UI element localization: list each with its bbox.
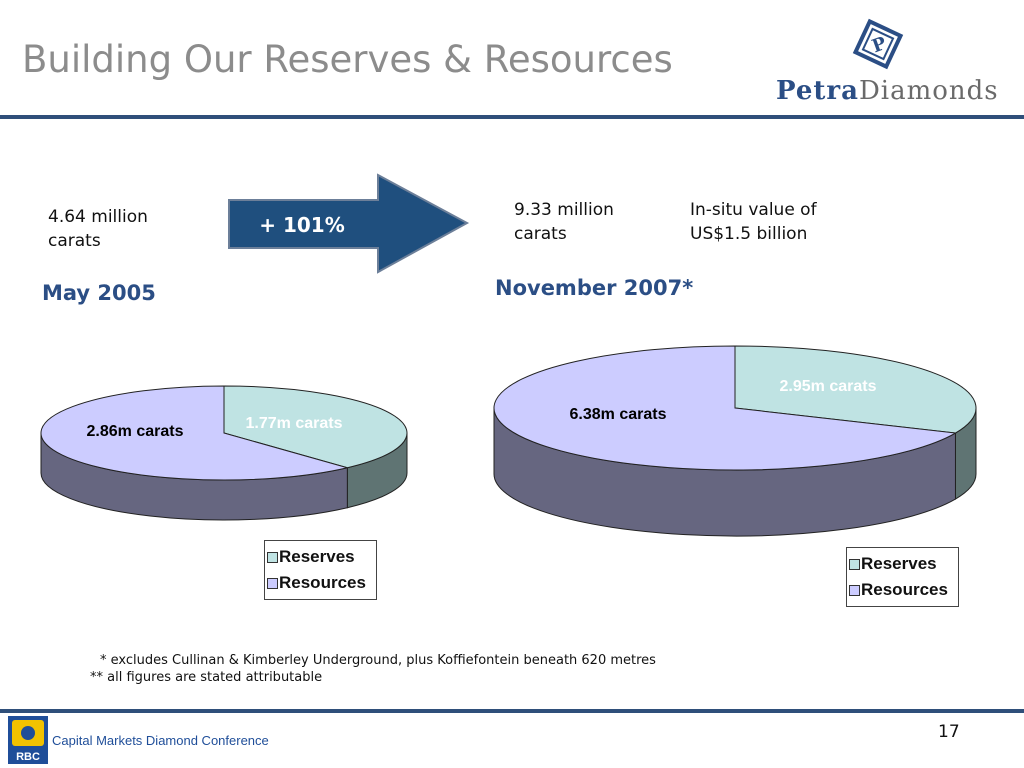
- logo-wordmark-diamonds: Diamonds: [858, 76, 999, 106]
- conference-name: Capital Markets Diamond Conference: [52, 733, 269, 748]
- rbc-logo: RBC: [8, 716, 48, 764]
- footnote-exclusions: * excludes Cullinan & Kimberley Undergro…: [100, 653, 656, 668]
- legend-item-resources: Resources: [267, 570, 366, 596]
- slice-side-resources: [493, 407, 956, 537]
- legend-may-2005: Reserves Resources: [264, 540, 377, 600]
- diamond-logo-icon: P: [852, 18, 904, 70]
- in-situ-value-note: In-situ value of US$1.5 billion: [690, 200, 817, 244]
- growth-label: + 101%: [259, 213, 345, 237]
- slice-resources: [40, 385, 348, 481]
- legend-item-reserves: Reserves: [849, 551, 948, 577]
- legend-swatch-reserves: [849, 559, 860, 570]
- company-logo: P PetraDiamonds: [770, 12, 1010, 108]
- legend-item-reserves: Reserves: [267, 544, 366, 570]
- data-label-reserves: 2.95m carats: [780, 378, 877, 395]
- legend-label: Reserves: [279, 547, 355, 566]
- legend-item-resources: Resources: [849, 577, 948, 603]
- page-number: 17: [938, 722, 960, 742]
- slice-resources: [493, 345, 958, 471]
- may-2005-title: May 2005: [42, 281, 156, 305]
- legend-swatch-resources: [267, 578, 278, 589]
- slice-side-reserves: [954, 407, 977, 500]
- pie-may-2005: 1.77m carats 2.86m carats: [40, 385, 408, 521]
- data-label-resources: 6.38m carats: [570, 406, 667, 423]
- data-label-reserves: 1.77m carats: [246, 415, 343, 432]
- data-label-resources: 2.86m carats: [87, 423, 184, 440]
- logo-wordmark-petra: Petra: [776, 76, 859, 106]
- pie-nov-2007: 2.95m carats 6.38m carats: [493, 345, 977, 537]
- nov-2007-title: November 2007*: [495, 276, 694, 300]
- slice-side-resources: [40, 432, 348, 521]
- slice-reserves: [223, 385, 408, 469]
- page-title: Building Our Reserves & Resources: [22, 38, 673, 81]
- legend-nov-2007: Reserves Resources: [846, 547, 959, 607]
- header-divider: [0, 115, 1024, 119]
- legend-label: Resources: [279, 573, 366, 592]
- nov-2007-total: 9.33 million carats: [514, 200, 614, 244]
- legend-label: Resources: [861, 580, 948, 599]
- legend-swatch-reserves: [267, 552, 278, 563]
- slice-reserves: [734, 345, 977, 434]
- may-2005-total: 4.64 million carats: [48, 207, 148, 251]
- footer-divider: [0, 709, 1024, 713]
- slice-side-reserves: [346, 432, 408, 509]
- legend-label: Reserves: [861, 554, 937, 573]
- lion-shield-icon: RBC: [12, 720, 44, 763]
- legend-swatch-resources: [849, 585, 860, 596]
- footnote-attributable: ** all figures are stated attributable: [90, 670, 323, 685]
- growth-arrow: + 101%: [228, 173, 470, 274]
- rbc-label: RBC: [16, 751, 40, 763]
